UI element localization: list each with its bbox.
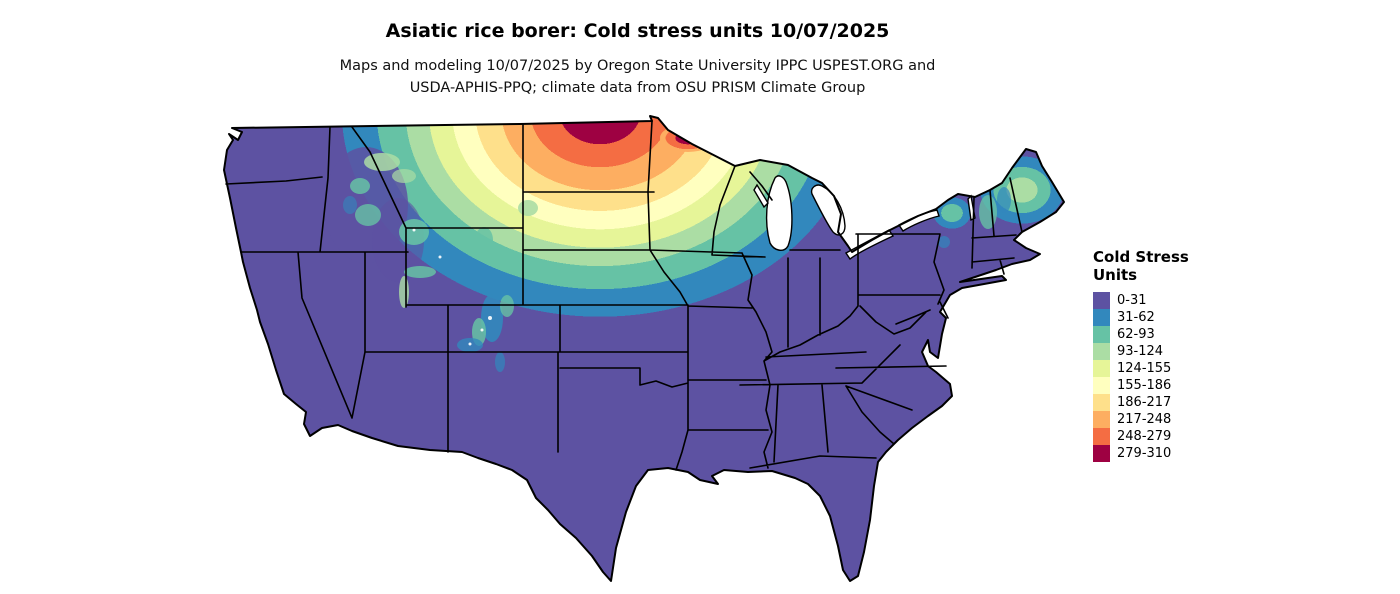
legend-swatch xyxy=(1093,377,1110,394)
legend-item: 186-217 xyxy=(1093,394,1393,411)
subtitle-line-2: USDA-APHIS-PPQ; climate data from OSU PR… xyxy=(409,80,866,96)
legend-swatch xyxy=(1093,326,1110,343)
legend-title-line-1: Cold Stress xyxy=(1093,248,1189,266)
legend-item: 0-31 xyxy=(1093,292,1393,309)
map-subtitle: Maps and modeling 10/07/2025 by Oregon S… xyxy=(0,55,1275,99)
legend: Cold Stress Units 0-31 31-62 62-93 93-124 12… xyxy=(1093,248,1393,462)
legend-item: 93-124 xyxy=(1093,343,1393,360)
legend-item: 155-186 xyxy=(1093,377,1393,394)
legend-swatch xyxy=(1093,394,1110,411)
catskills-patch xyxy=(938,236,950,248)
legend-item: 279-310 xyxy=(1093,445,1393,462)
subtitle-line-1: Maps and modeling 10/07/2025 by Oregon S… xyxy=(339,58,936,74)
lake-huron xyxy=(810,184,846,236)
legend-item-label: 155-186 xyxy=(1117,378,1172,393)
legend-item: 62-93 xyxy=(1093,326,1393,343)
legend-item-label: 248-279 xyxy=(1117,429,1172,444)
legend-item-label: 279-310 xyxy=(1117,446,1172,461)
legend-item-label: 62-93 xyxy=(1117,327,1155,342)
legend-item-label: 124-155 xyxy=(1117,361,1172,376)
legend-item-label: 0-31 xyxy=(1117,293,1147,308)
legend-item-label: 186-217 xyxy=(1117,395,1172,410)
legend-items: 0-31 31-62 62-93 93-124 124-155 155-186 186-21… xyxy=(1093,292,1393,462)
legend-title: Cold Stress Units xyxy=(1093,248,1393,284)
legend-item-label: 31-62 xyxy=(1117,310,1155,325)
minnesota-hotspot xyxy=(660,124,716,152)
legend-swatch xyxy=(1093,292,1110,309)
legend-title-line-2: Units xyxy=(1093,266,1138,284)
legend-item-label: 217-248 xyxy=(1117,412,1172,427)
green-mountains-patch xyxy=(979,195,997,229)
legend-swatch xyxy=(1093,343,1110,360)
legend-item-label: 93-124 xyxy=(1117,344,1164,359)
map-title: Asiatic rice borer: Cold stress units 10… xyxy=(385,20,890,42)
legend-item: 248-279 xyxy=(1093,428,1393,445)
northern-plains-gradient xyxy=(310,116,890,342)
green-bay xyxy=(753,183,769,209)
legend-item: 217-248 xyxy=(1093,411,1393,428)
rockies-purple-patch xyxy=(372,198,424,282)
legend-swatch xyxy=(1093,411,1110,428)
legend-item: 31-62 xyxy=(1093,309,1393,326)
legend-swatch xyxy=(1093,428,1110,445)
legend-swatch xyxy=(1093,360,1110,377)
legend-swatch xyxy=(1093,309,1110,326)
white-mountains-patch xyxy=(997,187,1011,213)
legend-swatch xyxy=(1093,445,1110,462)
legend-item: 124-155 xyxy=(1093,360,1393,377)
lake-michigan xyxy=(765,175,793,251)
